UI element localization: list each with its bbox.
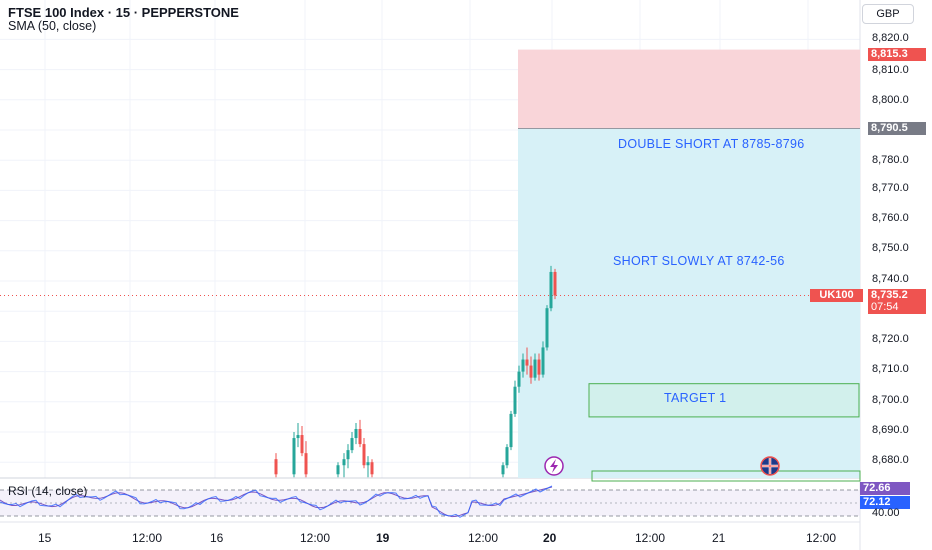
- candle-body: [336, 465, 340, 475]
- price-tick: 8,780.0: [872, 154, 909, 166]
- rsi-sma-line: [0, 485, 553, 518]
- position-zones: [0, 49, 861, 482]
- price-tick: 8,770.0: [872, 182, 909, 194]
- candle-body: [553, 271, 557, 296]
- price-tick: 8,710.0: [872, 363, 909, 375]
- rsi-value-tag: 72.66: [860, 482, 910, 495]
- candle-body: [549, 271, 553, 309]
- candle-body: [346, 450, 350, 460]
- rsi-sma-value-tag: 72.12: [860, 496, 910, 509]
- candle-body: [509, 413, 513, 448]
- double-short-annotation[interactable]: DOUBLE SHORT AT 8785-8796: [618, 137, 805, 151]
- candle-body: [366, 462, 370, 466]
- candle-body: [501, 465, 505, 475]
- stop-loss-zone: [518, 49, 860, 129]
- lightning-glyph: [550, 459, 558, 473]
- rsi-pane: [0, 485, 860, 518]
- candle-body: [354, 428, 358, 439]
- time-tick: 19: [376, 531, 390, 545]
- overlay: [544, 456, 780, 476]
- price-tick: 8,810.0: [872, 64, 909, 76]
- candle-body: [513, 386, 517, 414]
- candle-body: [533, 359, 537, 378]
- target1-annotation[interactable]: TARGET 1: [664, 391, 727, 405]
- price-tick: 8,760.0: [872, 212, 909, 224]
- entry-price-tag: 8,790.5: [868, 122, 926, 135]
- lower-target-zone: [591, 470, 861, 482]
- candle-body: [304, 453, 308, 475]
- time-tick: 15: [38, 531, 52, 545]
- price-tick: 8,700.0: [872, 394, 909, 406]
- candle-body: [525, 359, 529, 366]
- candle-body: [529, 365, 533, 378]
- candle-body: [350, 438, 354, 451]
- time-tick: 12:00: [132, 531, 163, 545]
- time-tick: 16: [210, 531, 224, 545]
- candle-body: [292, 438, 296, 475]
- candle-body: [358, 428, 362, 445]
- take-profit-zone: [518, 128, 860, 478]
- price-tick: 8,800.0: [872, 94, 909, 106]
- chart-title: FTSE 100 Index · 15 · PEPPERSTONE: [8, 5, 239, 20]
- last-price-tag: 8,735.2: [868, 289, 926, 302]
- candles: [274, 265, 557, 478]
- candle-body: [362, 444, 366, 466]
- time-tick: 12:00: [300, 531, 331, 545]
- time-tick: 12:00: [635, 531, 666, 545]
- candle-body: [370, 462, 374, 475]
- candle-body: [537, 359, 541, 375]
- time-tick: 20: [543, 531, 557, 545]
- countdown-tag: 07:54: [868, 301, 926, 314]
- candle-body: [342, 459, 346, 466]
- price-tick: 8,720.0: [872, 333, 909, 345]
- time-tick: 12:00: [468, 531, 499, 545]
- candle-body: [296, 435, 300, 439]
- price-tick: 8,820.0: [872, 32, 909, 44]
- time-tick: 12:00: [806, 531, 837, 545]
- rsi-tick: 40.00: [872, 507, 900, 519]
- price-tick: 8,680.0: [872, 454, 909, 466]
- candle-body: [521, 359, 525, 372]
- candle-body: [545, 308, 549, 348]
- candle-body: [517, 371, 521, 387]
- price-tick: 8,740.0: [872, 273, 909, 285]
- price-tick: 8,690.0: [872, 424, 909, 436]
- stop-price-tag: 8,815.3: [868, 48, 926, 61]
- currency-button[interactable]: GBP: [862, 4, 914, 24]
- price-tick: 8,750.0: [872, 242, 909, 254]
- rsi-label[interactable]: RSI (14, close): [8, 484, 88, 498]
- sma-indicator-label[interactable]: SMA (50, close): [8, 19, 97, 33]
- candle-body: [274, 459, 278, 475]
- target-zone: [588, 383, 860, 418]
- short-slowly-annotation[interactable]: SHORT SLOWLY AT 8742-56: [613, 254, 785, 268]
- candle-body: [300, 435, 304, 454]
- symbol-tag: UK100: [810, 289, 863, 302]
- candle-body: [505, 447, 509, 466]
- candle-body: [541, 347, 545, 375]
- time-tick: 21: [712, 531, 726, 545]
- rsi-line: [0, 486, 553, 518]
